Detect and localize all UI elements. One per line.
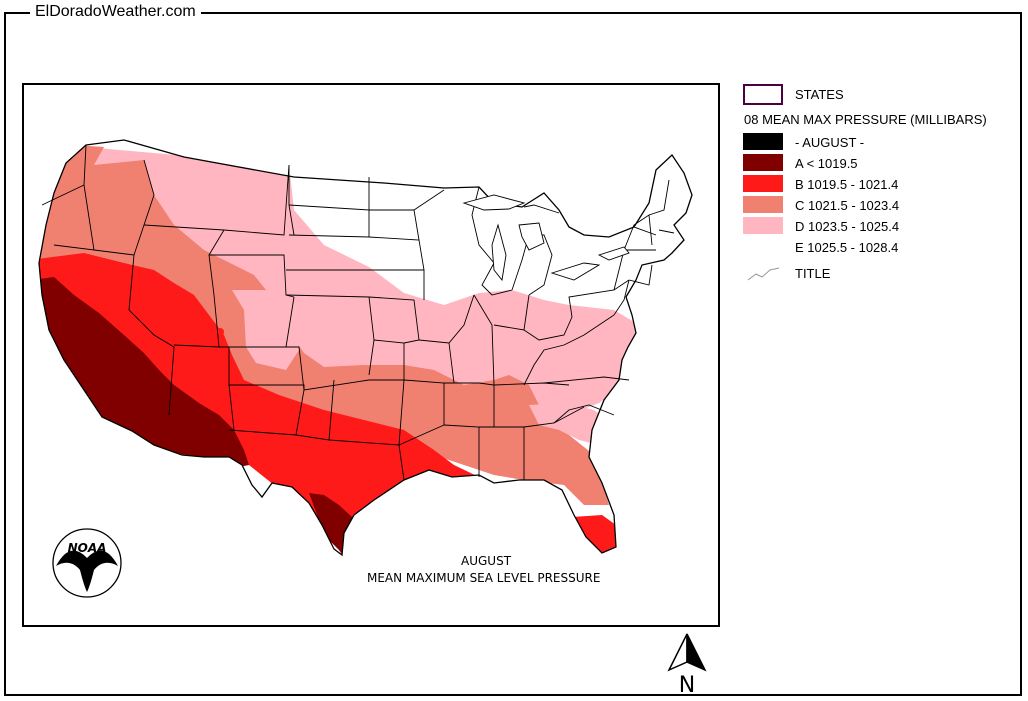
noaa-logo: NOAA: [52, 528, 122, 598]
legend-row-states: STATES: [740, 84, 1025, 105]
states-outline-swatch: [743, 84, 783, 105]
north-label: N: [679, 673, 695, 694]
title-line-icon: [747, 267, 780, 281]
legend-row-class-d: D 1023.5 - 1025.4: [740, 217, 1025, 237]
class-d-swatch: [743, 217, 783, 234]
class-e-swatch: [743, 238, 783, 255]
legend-row-class-c: C 1021.5 - 1023.4: [740, 196, 1025, 216]
month-swatch: [743, 133, 783, 150]
class-c-swatch: [743, 196, 783, 213]
legend-row-class-b: B 1019.5 - 1021.4: [740, 175, 1025, 195]
legend-class-a-label: A < 1019.5: [795, 156, 858, 171]
class-b-swatch: [743, 175, 783, 192]
state-boundaries: [41, 144, 675, 481]
north-arrow-icon: N: [667, 633, 707, 694]
map-panel: AUGUST MEAN MAXIMUM SEA LEVEL PRESSURE N…: [22, 83, 720, 627]
legend-states-label: STATES: [795, 87, 844, 102]
great-lakes: [462, 194, 630, 282]
legend-row-title: TITLE: [740, 265, 1025, 285]
zone-b: [39, 253, 479, 555]
site-title: ElDoradoWeather.com: [30, 3, 201, 21]
legend-row-class-a: A < 1019.5: [740, 154, 1025, 174]
zone-b-florida: [572, 515, 618, 555]
us-pressure-map: AUGUST MEAN MAXIMUM SEA LEVEL PRESSURE: [38, 139, 693, 585]
legend-class-d-label: D 1023.5 - 1025.4: [795, 219, 900, 234]
zone-a: [39, 277, 249, 467]
legend-class-c-label: C 1021.5 - 1023.4: [795, 198, 900, 213]
legend-title-label: TITLE: [795, 266, 831, 281]
legend-class-e-label: E 1025.5 - 1028.4: [795, 240, 899, 255]
legend-variable-title: 08 MEAN MAX PRESSURE (MILLIBARS): [744, 112, 987, 127]
outer-frame: [4, 12, 1022, 696]
map-caption-title: MEAN MAXIMUM SEA LEVEL PRESSURE: [367, 571, 600, 585]
legend-row-class-e: E 1025.5 - 1028.4: [740, 238, 1025, 258]
legend-month-label: - AUGUST -: [795, 135, 865, 150]
noaa-logo-text: NOAA: [68, 541, 107, 555]
map-caption-month: AUGUST: [461, 554, 512, 568]
zone-c: [39, 145, 609, 505]
legend-row-month: - AUGUST -: [740, 133, 1025, 153]
legend-class-b-label: B 1019.5 - 1021.4: [795, 177, 899, 192]
class-a-swatch: [743, 154, 783, 171]
zone-d-utah: [232, 290, 299, 370]
zone-d: [54, 145, 644, 417]
